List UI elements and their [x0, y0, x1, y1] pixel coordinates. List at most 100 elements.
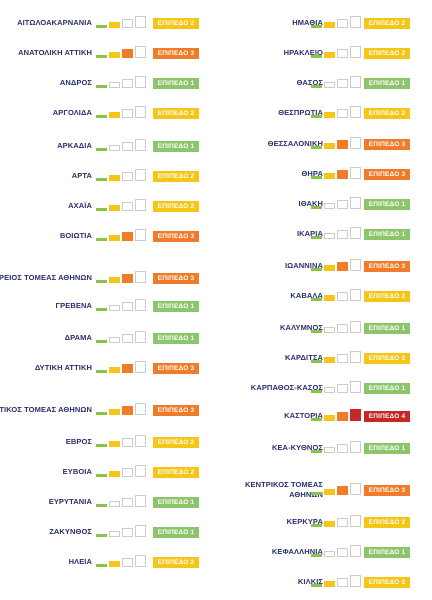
level-bar-2	[109, 471, 120, 477]
level-bars	[96, 161, 146, 191]
level-bar-4	[135, 299, 146, 311]
region-name: ΚΙΛΚΙΣ	[297, 577, 323, 586]
level-bar-3	[122, 558, 133, 567]
level-bar-1	[96, 308, 107, 311]
level-bar-1	[96, 474, 107, 477]
region-row: ΚΑΡΔΙΤΣΑ ΕΠΙΠΕΔΟ 2	[216, 343, 432, 373]
level-bar-2	[324, 295, 335, 301]
region-name: ΚΑΡΔΙΤΣΑ	[284, 353, 323, 362]
level-bar-4	[350, 441, 361, 453]
level-badge: ΕΠΙΠΕΔΟ 1	[364, 443, 410, 454]
level-bar-1	[311, 115, 322, 118]
region-row: ΑΡΓΟΛΙΔΑ ΕΠΙΠΕΔΟ 2	[0, 98, 216, 128]
level-bar-1	[96, 370, 107, 373]
region-row: ΚΙΛΚΙΣ ΕΠΙΠΕΔΟ 2	[216, 567, 432, 597]
level-badge: ΕΠΙΠΕΔΟ 1	[364, 199, 410, 210]
level-badge: ΕΠΙΠΕΔΟ 3	[364, 485, 410, 496]
level-bar-3	[337, 444, 348, 453]
level-bar-3	[337, 324, 348, 333]
level-badge: ΕΠΙΠΕΔΟ 3	[364, 261, 410, 272]
region-name: ΚΕΦΑΛΛΗΝΙΑ	[271, 547, 323, 556]
region-name: ΑΙΤΩΛΟΑΚΑΡΝΑΝΙΑ	[17, 18, 92, 27]
level-bars	[96, 517, 146, 547]
level-bars	[311, 129, 361, 159]
level-bar-4	[135, 169, 146, 181]
level-bar-1	[311, 450, 322, 453]
region-row: ΔΡΑΜΑ ΕΠΙΠΕΔΟ 1	[0, 323, 216, 353]
region-name: ΗΛΕΙΑ	[68, 557, 92, 566]
level-bar-3	[122, 79, 133, 88]
region-row: ΘΕΣΣΑΛΟΝΙΚΗ ΕΠΙΠΕΔΟ 3	[216, 129, 432, 159]
region-row: ΕΥΒΟΙΑ ΕΠΙΠΕΔΟ 2	[0, 457, 216, 487]
level-bar-4	[135, 139, 146, 151]
level-bar-3	[122, 302, 133, 311]
level-badge: ΕΠΙΠΕΔΟ 2	[153, 18, 199, 29]
level-bar-3	[337, 109, 348, 118]
region-name: ΚΑΡΠΑΘΟΣ-ΚΑΣΟΣ	[250, 383, 323, 392]
level-bar-1	[96, 25, 107, 28]
level-badge: ΕΠΙΠΕΔΟ 4	[364, 411, 410, 422]
level-bar-1	[96, 55, 107, 58]
level-badge: ΕΠΙΠΕΔΟ 1	[153, 301, 199, 312]
region-row: ΗΜΑΘΙΑ ΕΠΙΠΕΔΟ 2	[216, 8, 432, 38]
level-bar-3	[337, 578, 348, 587]
level-bars	[311, 313, 361, 343]
level-bar-1	[96, 340, 107, 343]
region-row: ΘΗΡΑ ΕΠΙΠΕΔΟ 3	[216, 159, 432, 189]
level-bar-1	[311, 85, 322, 88]
region-name: ΗΡΑΚΛΕΙΟ	[283, 48, 323, 57]
level-badge: ΕΠΙΠΕΔΟ 1	[153, 141, 199, 152]
level-bar-2	[324, 22, 335, 28]
level-badge: ΕΠΙΠΕΔΟ 1	[153, 78, 199, 89]
level-badge: ΕΠΙΠΕΔΟ 2	[153, 171, 199, 182]
region-name: ΕΥΡΥΤΑΝΙΑ	[48, 497, 92, 506]
level-bar-2	[109, 277, 120, 283]
level-bar-1	[311, 206, 322, 209]
level-bar-4	[135, 361, 146, 373]
level-bar-2	[109, 52, 120, 58]
level-bar-3	[337, 384, 348, 393]
level-bars	[311, 401, 361, 431]
region-name: ΙΘΑΚΗ	[298, 199, 323, 208]
level-badge: ΕΠΙΠΕΔΟ 2	[153, 201, 199, 212]
level-bar-1	[311, 360, 322, 363]
level-bar-3	[122, 528, 133, 537]
level-bar-1	[311, 584, 322, 587]
level-bar-1	[96, 444, 107, 447]
level-bar-2	[109, 531, 120, 537]
level-bars	[311, 98, 361, 128]
region-name: ΑΡΚΑΔΙΑ	[57, 141, 92, 150]
region-name: ΔΥΤΙΚΟΣ ΤΟΜΕΑΣ ΑΘΗΝΩΝ	[0, 405, 92, 414]
level-bar-4	[350, 259, 361, 271]
level-badge: ΕΠΙΠΕΔΟ 3	[153, 273, 199, 284]
level-bar-4	[135, 525, 146, 537]
level-bar-4	[135, 106, 146, 118]
level-bar-2	[109, 112, 120, 118]
level-bar-3	[122, 274, 133, 283]
region-row: ΚΕΡΚΥΡΑ ΕΠΙΠΕΔΟ 2	[216, 507, 432, 537]
level-bar-3	[337, 292, 348, 301]
region-row: ΑΝΔΡΟΣ ΕΠΙΠΕΔΟ 1	[0, 68, 216, 98]
level-bar-2	[109, 367, 120, 373]
level-badge: ΕΠΙΠΕΔΟ 2	[364, 517, 410, 528]
region-row: ΑΝΑΤΟΛΙΚΗ ΑΤΤΙΚΗ ΕΠΙΠΕΔΟ 3	[0, 38, 216, 68]
region-name: ΘΗΡΑ	[301, 169, 323, 178]
region-name: ΘΑΣΟΣ	[296, 78, 323, 87]
level-badge: ΕΠΙΠΕΔΟ 1	[153, 497, 199, 508]
level-bar-4	[350, 227, 361, 239]
region-row: ΔΥΤΙΚΟΣ ΤΟΜΕΑΣ ΑΘΗΝΩΝ ΕΠΙΠΕΔΟ 3	[0, 395, 216, 425]
level-bar-2	[324, 521, 335, 527]
region-name: ΘΕΣΠΡΩΤΙΑ	[278, 108, 323, 117]
level-bar-3	[122, 49, 133, 58]
level-bars	[96, 457, 146, 487]
level-bar-3	[337, 79, 348, 88]
level-badge: ΕΠΙΠΕΔΟ 2	[364, 18, 410, 29]
region-name: ΚΑΒΑΛΑ	[290, 291, 323, 300]
level-bar-4	[350, 289, 361, 301]
region-name: ΕΒΡΟΣ	[65, 437, 92, 446]
level-bar-4	[350, 106, 361, 118]
level-badge: ΕΠΙΠΕΔΟ 2	[153, 557, 199, 568]
level-bar-2	[324, 357, 335, 363]
region-name: ΚΕΝΤΡΙΚΟΣ ΤΟΜΕΑΣ ΑΘΗΝΩΝ	[244, 480, 323, 499]
level-bar-1	[311, 176, 322, 179]
